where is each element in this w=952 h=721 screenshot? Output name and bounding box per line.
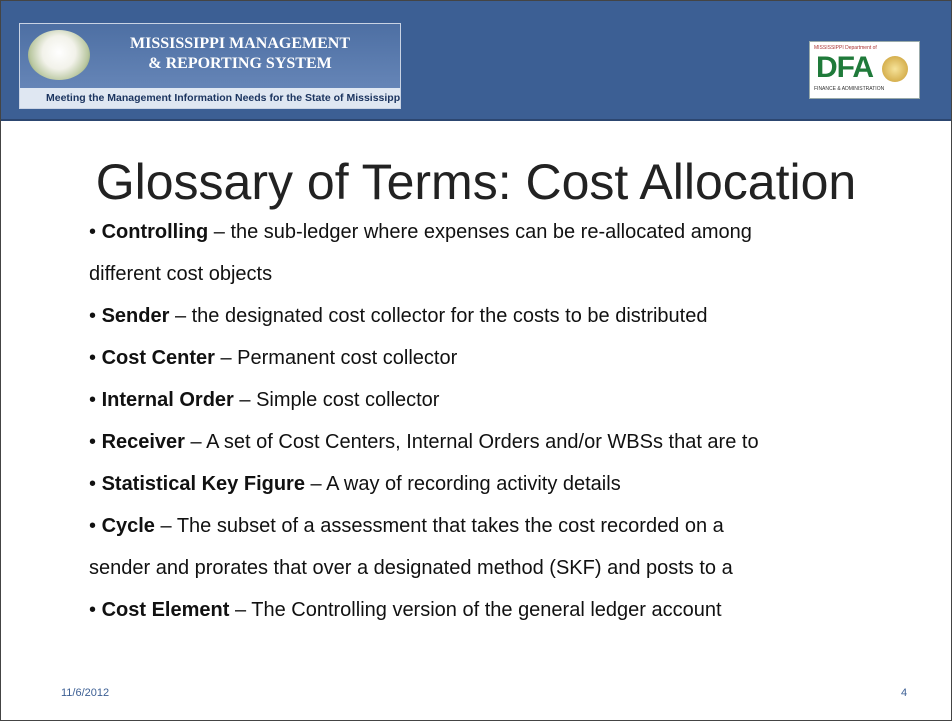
bullet: •: [89, 347, 102, 369]
term: Cost Element: [101, 599, 230, 621]
dfa-mark: DFA: [816, 51, 874, 84]
term: Statistical Key Figure: [101, 473, 305, 495]
term: Internal Order: [101, 389, 234, 411]
bullet: •: [89, 221, 102, 243]
glossary-item: • Cost Center – Permanent cost collector: [89, 337, 939, 379]
magnolia-icon: [28, 30, 90, 80]
definition: – Permanent cost collector: [220, 347, 458, 369]
definition: – the sub-ledger where expenses can be r…: [213, 221, 752, 243]
glossary-list: • Controlling – the sub-ledger where exp…: [89, 211, 939, 631]
term: Controlling: [101, 221, 209, 243]
definition: – A way of recording activity details: [310, 473, 621, 495]
header-band: MISSISSIPPI MANAGEMENT & REPORTING SYSTE…: [1, 1, 951, 121]
bullet: •: [89, 473, 102, 495]
definition-continuation: different cost objects: [89, 263, 273, 285]
glossary-item: • Controlling – the sub-ledger where exp…: [89, 211, 939, 253]
bullet: •: [89, 431, 102, 453]
bullet: •: [89, 515, 102, 537]
bullet: •: [89, 599, 102, 621]
glossary-item: • Statistical Key Figure – A way of reco…: [89, 463, 939, 505]
glossary-item: • Sender – the designated cost collector…: [89, 295, 939, 337]
term: Cycle: [101, 515, 155, 537]
definition: – the designated cost collector for the …: [174, 305, 708, 327]
definition: – The Controlling version of the general…: [234, 599, 722, 621]
definition: – Simple cost collector: [239, 389, 440, 411]
slide-title: Glossary of Terms: Cost Allocation: [95, 154, 857, 210]
term: Sender: [101, 305, 170, 327]
page-number: 4: [901, 687, 908, 699]
definition: – The subset of a assessment that takes …: [160, 515, 724, 537]
dfa-seal: [882, 56, 908, 82]
glossary-item: • Internal Order – Simple cost collector: [89, 379, 939, 421]
mmrs-logo: MISSISSIPPI MANAGEMENT & REPORTING SYSTE…: [19, 23, 401, 109]
logo-title: MISSISSIPPI MANAGEMENT: [129, 35, 351, 52]
dfa-top: MISSISSIPPI Department of: [814, 45, 877, 51]
footer-date: 11/6/2012: [61, 687, 110, 699]
logo-title: & REPORTING SYSTEM: [148, 55, 332, 72]
glossary-item: • Cycle – The subset of a assessment tha…: [89, 505, 939, 547]
glossary-item: • Cost Element – The Controlling version…: [89, 589, 939, 631]
logo-tagline: Meeting the Management Information Needs…: [20, 88, 400, 108]
term: Cost Center: [101, 347, 215, 369]
definition-continuation: sender and prorates that over a designat…: [89, 557, 733, 579]
glossary-item: • Receiver – A set of Cost Centers, Inte…: [89, 421, 939, 463]
bullet: •: [89, 305, 102, 327]
dfa-bottom: FINANCE & ADMINISTRATION: [814, 86, 885, 92]
definition: – A set of Cost Centers, Internal Orders…: [190, 431, 759, 453]
bullet: •: [89, 389, 102, 411]
term: Receiver: [101, 431, 185, 453]
dfa-logo: MISSISSIPPI Department of DFA FINANCE & …: [809, 41, 920, 99]
